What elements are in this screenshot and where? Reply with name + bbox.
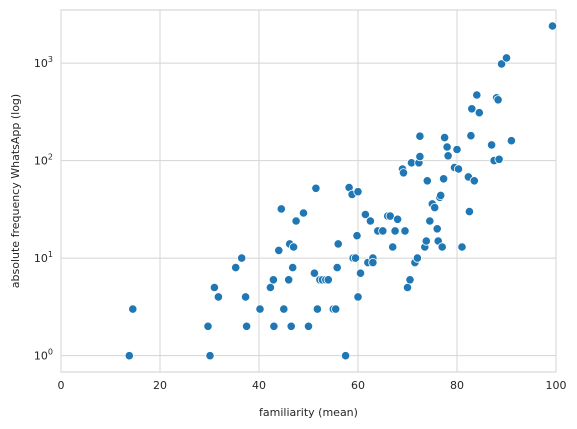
data-point [352,231,362,241]
x-tick-label: 80 [450,379,464,392]
data-point [415,152,425,162]
data-point [237,253,247,263]
data-point [466,131,476,141]
data-point [265,282,275,293]
data-point [205,351,215,361]
data-point [388,242,398,252]
y-tick-label: 102 [34,153,53,168]
grid-lines [60,10,557,372]
data-point [231,262,241,273]
data-point [353,292,363,302]
data-point [303,321,314,331]
data-point [291,216,301,226]
y-tick-label: 101 [34,250,53,265]
x-tick-label: 60 [351,379,365,392]
data-point [279,304,289,314]
data-point [501,53,512,63]
data-point [309,268,319,278]
data-point [506,136,516,146]
x-axis-ticks: 0 20 40 60 80 100 [58,379,567,392]
data-point [124,351,134,361]
x-axis-label: familiarity (mean) [259,406,358,419]
data-point [472,90,482,100]
data-point [241,292,251,302]
data-point [453,164,464,174]
x-tick-label: 40 [252,379,266,392]
data-point [332,262,342,273]
data-point [311,183,321,193]
data-point [436,190,446,200]
data-point [474,108,484,118]
data-point [269,321,279,331]
data-point [286,321,296,331]
data-point [355,268,366,278]
data-point [457,242,467,252]
y-tick-label: 100 [34,348,53,363]
data-point [422,176,432,186]
x-tick-label: 20 [153,379,167,392]
x-tick-label: 100 [546,379,567,392]
data-point [128,304,138,314]
data-point [442,142,452,152]
data-point [209,282,219,293]
data-point [255,304,265,314]
data-point [402,282,413,293]
data-point [432,224,442,234]
data-point [400,226,410,236]
data-point [331,304,341,314]
data-point [430,203,440,213]
data-point [323,275,333,285]
y-axis-label: absolute frequency WhatsApp (log) [9,94,22,288]
data-point [368,257,378,268]
data-point [276,204,286,214]
data-point [438,174,449,184]
data-point [486,140,497,150]
data-point [268,275,278,285]
data-point [392,214,403,224]
data-point [274,245,284,255]
data-point [439,133,450,143]
data-point [378,226,388,236]
data-point [425,216,435,226]
data-point [390,226,400,236]
data-point [312,304,322,314]
data-point [496,59,507,69]
data-point [365,216,375,226]
data-point [547,21,558,31]
data-point [288,262,298,273]
data-point [467,104,477,114]
y-axis-ticks: 100 101 102 103 [34,55,53,363]
data-point [405,275,415,285]
data-point [340,351,351,361]
data-point [298,208,309,218]
data-point [494,154,504,164]
data-point [398,168,409,178]
data-point [469,176,479,186]
data-point [412,253,422,263]
x-tick-label: 0 [58,379,65,392]
data-point [437,242,447,252]
data-point [353,187,363,197]
plot-area [60,9,557,373]
data-points [124,21,558,361]
data-point [203,321,213,331]
data-point [284,275,294,285]
data-point [350,253,361,263]
data-point [360,209,370,220]
data-point [493,95,503,105]
data-point [464,207,474,217]
y-tick-label: 103 [34,55,53,70]
data-point [333,239,343,249]
data-point [288,242,299,252]
data-point [452,144,462,155]
data-point [242,321,252,331]
data-point [213,292,223,302]
data-point [421,236,431,246]
data-point [443,151,453,161]
data-point [415,131,425,141]
